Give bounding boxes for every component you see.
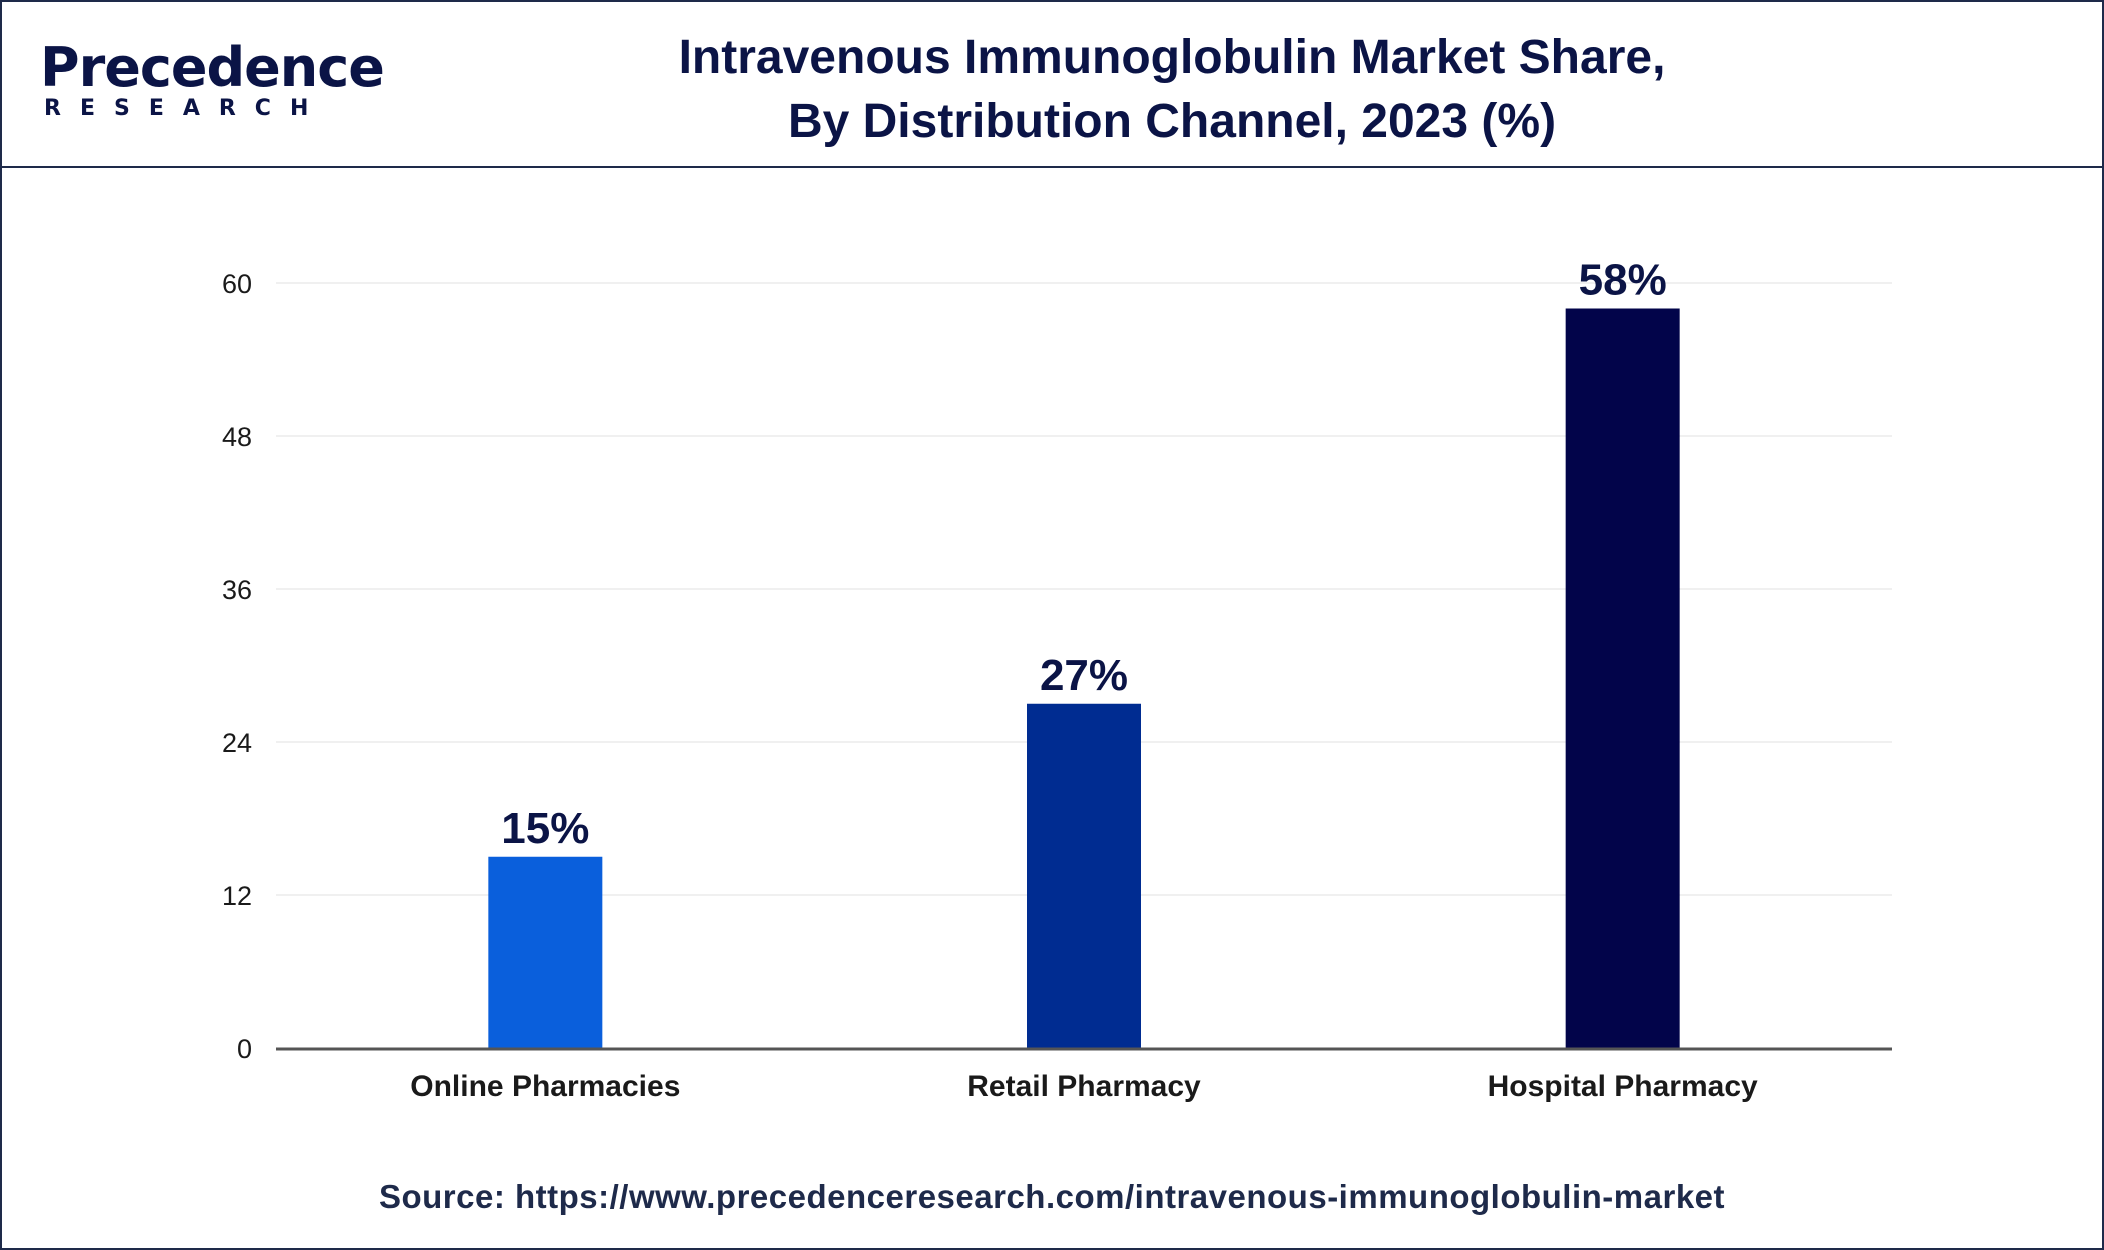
bars [488, 308, 1680, 1048]
y-tick-label: 0 [237, 1034, 252, 1064]
header: Precedence RESEARCH Intravenous Immunogl… [2, 2, 2102, 168]
y-tick-label: 12 [222, 881, 252, 911]
y-tick-label: 48 [222, 422, 252, 452]
logo-subtitle: RESEARCH [44, 96, 328, 121]
chart-title-line-2: By Distribution Channel, 2023 (%) [787, 95, 1557, 148]
y-tick-label: 60 [222, 269, 252, 299]
data-label: 58% [1579, 256, 1667, 305]
y-tick-label: 36 [222, 575, 252, 605]
y-axis-ticks: 0 12 24 36 48 60 [222, 269, 252, 1064]
data-label: 27% [1040, 651, 1128, 700]
data-labels: 15% 27% 58% [501, 256, 1666, 853]
data-label: 15% [501, 804, 589, 853]
bar-retail-pharmacy [1027, 703, 1141, 1048]
y-tick-label: 24 [222, 728, 252, 758]
bar-chart: 0 12 24 36 48 60 15% 27% 58% Online Pharmacies R… [222, 256, 1892, 1103]
source-citation: Source: https://www.precedenceresearch.c… [378, 1178, 1726, 1215]
x-category-label: Retail Pharmacy [967, 1070, 1201, 1103]
x-axis-categories: Online Pharmacies Retail Pharmacy Hospital… [410, 1070, 1758, 1103]
precedence-research-logo: Precedence RESEARCH [40, 38, 385, 128]
logo-wordmark: Precedence [40, 36, 385, 99]
x-category-label: Online Pharmacies [410, 1070, 680, 1103]
chart-title: Intravenous Immunoglobulin Market Share,… [422, 26, 1922, 154]
x-category-label: Hospital Pharmacy [1488, 1070, 1758, 1103]
bar-online-pharmacies [488, 856, 603, 1048]
bar-hospital-pharmacy [1565, 308, 1680, 1048]
chart-title-line-1: Intravenous Immunoglobulin Market Share, [678, 31, 1666, 84]
